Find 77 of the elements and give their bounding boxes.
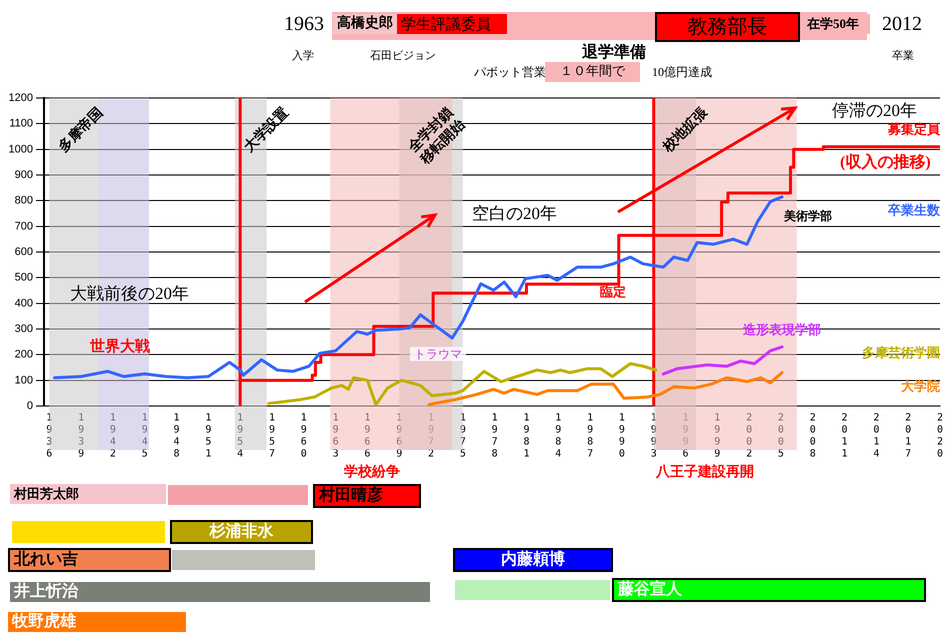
annotation: トラウマ (410, 347, 466, 361)
text: 在学50年 (803, 14, 870, 34)
text: １０年間で (545, 62, 640, 82)
text: 学校紛争 (343, 463, 401, 482)
x-tick-label: 1 9 6 0 (300, 412, 307, 460)
y-tick-label: 600 (14, 246, 33, 258)
y-tick-label: 0 (26, 400, 33, 412)
text: 井上忻治 (10, 582, 430, 602)
y-tick-label: 500 (14, 272, 33, 284)
x-tick-label: 1 9 5 7 (268, 412, 275, 460)
text: 退学準備 (581, 42, 647, 62)
annotation: (収入の推移) (839, 153, 932, 173)
text: 10億円達成 (651, 64, 713, 81)
text: 教務部長 (655, 12, 800, 42)
y-tick-label: 300 (14, 323, 33, 336)
text: 卒業 (891, 48, 915, 64)
text: 内藤頼博 (453, 548, 613, 572)
text: 2012 (881, 13, 923, 35)
text: 1963 (283, 13, 325, 35)
annotation: 美術学部 (783, 208, 833, 225)
y-tick-label: 900 (14, 169, 33, 182)
x-tick-label: 2 0 2 0 (936, 412, 944, 460)
y-tick-label: 700 (14, 220, 33, 232)
x-tick-label: 2 0 0 8 (810, 412, 816, 460)
series-label: 募集定員 (887, 122, 941, 138)
x-tick-label: 2 0 0 5 (778, 412, 784, 460)
x-tick-label: 1 9 8 7 (587, 412, 594, 460)
x-tick-label: 1 9 6 6 (364, 412, 370, 460)
x-tick-label: 1 9 4 5 (142, 412, 148, 460)
annotation: 世界大戦 (89, 336, 151, 356)
y-tick-label: 1100 (9, 118, 33, 130)
x-tick-label: 1 9 8 4 (555, 412, 562, 460)
x-tick-label: 1 9 7 5 (460, 412, 466, 460)
x-tick-label: 1 9 9 3 (650, 412, 657, 460)
text: パボット営業 (473, 64, 547, 81)
band-label: 多摩帝国 (54, 104, 106, 156)
text: 藤谷宣人 (612, 578, 926, 602)
y-tick-label: 100 (14, 374, 33, 386)
x-tick-label: 1 9 3 9 (78, 412, 84, 460)
text: 入学 (291, 48, 315, 64)
x-tick-label: 1963 (332, 412, 339, 460)
text: 高橋史郎 (333, 14, 397, 34)
x-tick-label: 1 9 7 8 (492, 412, 498, 460)
y-tick-label: 1000 (8, 143, 33, 156)
text: 学生評議委員 (397, 14, 507, 34)
text: 村田芳太郎 (10, 484, 166, 504)
band-label: 校地拡張 (658, 103, 712, 156)
x-tick-label: 1 9 3 6 (46, 412, 52, 460)
y-tick-label: 200 (14, 348, 33, 361)
x-tick-label: 1 9 9 0 (618, 412, 625, 460)
annotation: 臨定 (599, 284, 627, 302)
y-tick-label: 800 (14, 194, 33, 207)
x-tick-label: 1 9 5 1 (205, 412, 212, 460)
text: 八王子建設再開 (654, 463, 755, 482)
text: 北れい吉 (8, 548, 171, 572)
x-tick-label: 1 9 6 9 (396, 412, 402, 460)
band-label: 全学封鎖 移転開始 (404, 104, 469, 168)
text: 杉浦非水 (170, 520, 313, 544)
x-tick-label: 2 0 0 2 (746, 412, 752, 460)
x-tick-label: 2 0 1 4 (873, 412, 880, 460)
text: 村田晴彦 (313, 484, 421, 508)
x-tick-label: 1 9 4 8 (174, 412, 180, 460)
y-tick-label: 1200 (8, 92, 33, 104)
text: 卒業生数 (887, 202, 941, 219)
x-tick-label: 1 9 8 1 (523, 412, 530, 460)
annotation: 空白の20年 (471, 204, 558, 224)
text: 大学院 (901, 378, 940, 395)
y-tick-label: 400 (14, 297, 33, 310)
annotation: 停滞の20年 (831, 101, 918, 121)
x-tick-label: 1 9 4 2 (110, 412, 116, 460)
x-tick-label: 2 0 1 1 (842, 412, 848, 460)
text: 石田ビジョン (369, 48, 437, 64)
text: 牧野虎雄 (8, 612, 186, 632)
annotation: 大戦前後の20年 (69, 284, 190, 304)
x-tick-label: 1 9 5 4 (237, 412, 244, 460)
x-tick-label: 1 9 9 9 (714, 412, 720, 460)
x-tick-label: 2 0 1 7 (905, 412, 912, 460)
